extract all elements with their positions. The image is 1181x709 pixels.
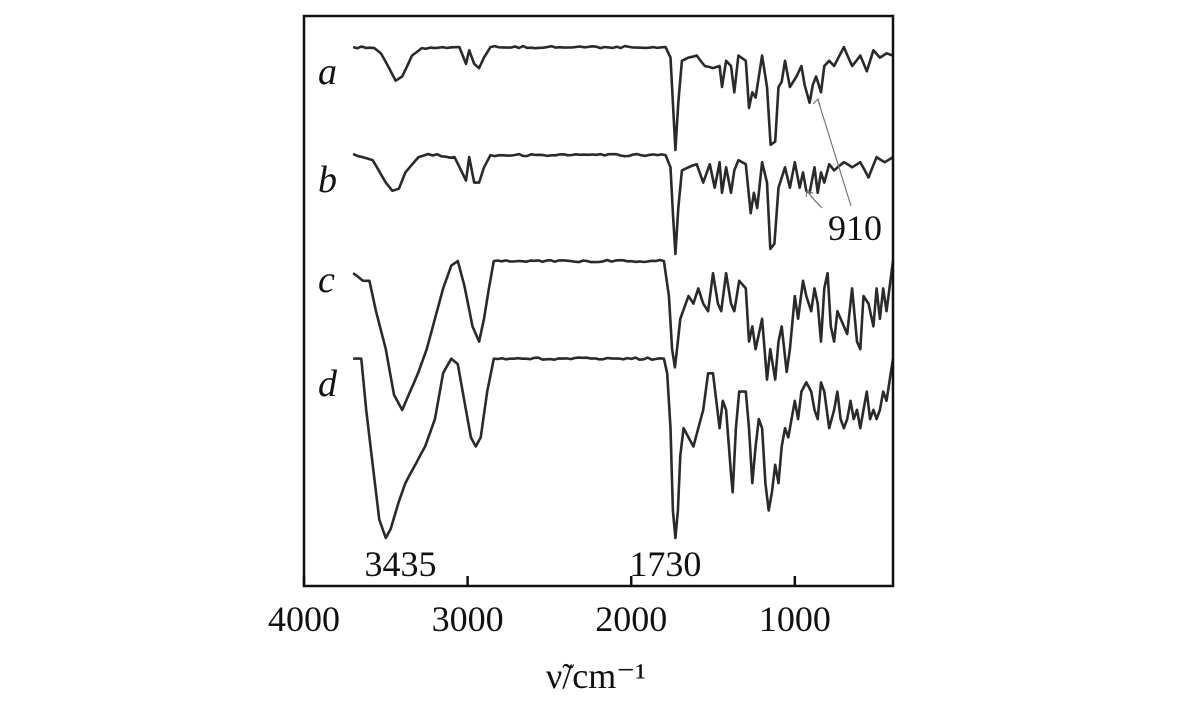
series-label-c: c xyxy=(318,259,335,301)
annotation-1730: 1730 xyxy=(629,544,701,584)
annotation-3435: 3435 xyxy=(364,544,436,584)
series-label-b: b xyxy=(318,159,337,201)
x-axis: 4000 3000 2000 1000 xyxy=(268,576,831,639)
annotation-910: 910 xyxy=(828,208,882,248)
series-label-a: a xyxy=(318,51,337,93)
plot-area xyxy=(352,44,895,540)
plot-frame xyxy=(302,14,895,588)
x-tick-label-3000: 3000 xyxy=(432,599,504,639)
series-label-d: d xyxy=(318,363,338,405)
x-tick-label-4000: 4000 xyxy=(268,599,340,639)
spectrum-line-a xyxy=(352,44,894,152)
pointer-line-b xyxy=(807,191,823,209)
x-tick-label-1000: 1000 xyxy=(759,599,831,639)
pointer-line-a xyxy=(817,99,852,207)
pointer-arrowhead-b xyxy=(805,190,814,198)
spectrum-line-c xyxy=(352,258,895,412)
spectrum-line-b xyxy=(352,152,894,256)
labels-layer: a b c d 3435 1730 910 xyxy=(318,51,882,584)
annotation-910-pointers xyxy=(805,97,852,209)
pointer-arrowhead-a xyxy=(812,97,821,107)
spectrum-line-d xyxy=(353,356,895,540)
x-tick-label-2000: 2000 xyxy=(595,599,667,639)
x-axis-title: ν̃/cm⁻¹ xyxy=(546,656,646,696)
